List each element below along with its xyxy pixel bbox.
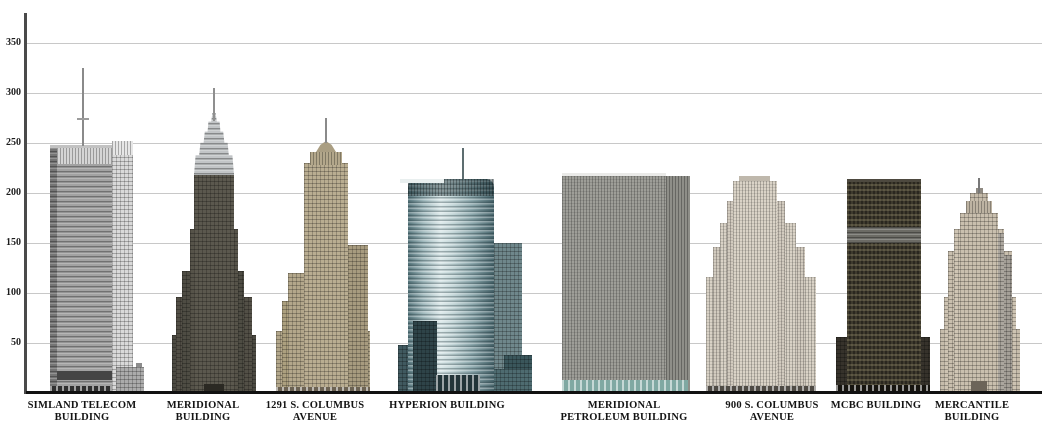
mercantile-building [970,193,988,201]
label-line: 900 S. COLUMBUS [725,400,819,411]
meridional-building-label: MERIDIONAL BUILDING [113,400,293,423]
simland-telecom-building [57,146,116,164]
meridional-petroleum-building [562,173,666,176]
y-tick-label: 100 [6,286,21,298]
meridional-petroleum-building-label: MERIDIONAL PETROLEUM BUILDING [534,400,714,423]
gridline-150 [27,243,1042,244]
label-line: 1291 S. COLUMBUS [265,400,365,411]
hyperion-building [436,375,480,393]
label-line: MERIDIONAL [587,400,661,411]
simland-telecom-building [50,145,116,148]
hyperion-building [462,148,464,179]
meridional-building [194,113,234,175]
1291-s-columbus-avenue [304,163,348,393]
mercantile-building-label: MERCANTILE BUILDING [882,400,1045,423]
simland-telecom-building-label: SIMLAND TELECOM BUILDING [0,400,172,423]
1291-s-columbus-avenue [310,152,342,165]
hyperion-building [413,321,437,393]
y-tick-label: 200 [6,186,21,198]
gridline-50 [27,343,1042,344]
mcbc-building [847,227,921,243]
gridline-300 [27,93,1042,94]
meridional-building [204,384,224,393]
mercantile-building [966,201,992,213]
simland-telecom-building [116,367,144,393]
hyperion-building [504,355,532,369]
900-s-columbus-avenue [733,181,777,393]
simland-telecom-building [57,146,116,393]
y-tick-label: 150 [6,236,21,248]
y-tick-label: 300 [6,86,21,98]
mercantile-building [971,381,987,393]
label-line: MERIDIONAL [166,400,240,411]
1291-s-columbus-avenue-label: 1291 S. COLUMBUS AVENUE [225,400,405,423]
simland-telecom-building [50,146,57,393]
hyperion-building [408,179,494,196]
meridional-building [213,88,215,121]
mcbc-building [847,179,921,393]
gridline-350 [27,43,1042,44]
hyperion-building [400,179,444,183]
meridional-petroleum-building [562,380,688,393]
label-line: AVENUE [292,411,338,423]
900-s-columbus-avenue-label: 900 S. COLUMBUS AVENUE [682,400,862,423]
label-line: AVENUE [749,411,795,423]
simland-telecom-building [82,68,84,146]
mercantile-building [978,178,980,193]
meridional-petroleum-building [666,176,690,393]
label-line: BUILDING [944,411,1000,423]
mcbc-building [836,385,930,393]
simland-telecom-building [50,386,116,393]
label-line: MCBC BUILDING [830,400,922,411]
ground-baseline [26,391,1042,394]
1291-s-columbus-avenue [276,387,370,393]
y-axis-line [24,13,27,394]
1291-s-columbus-avenue [325,118,327,143]
mcbc-building-label: MCBC BUILDING [786,400,966,412]
simland-telecom-building [57,371,116,380]
gridline-100 [27,293,1042,294]
900-s-columbus-avenue [706,386,816,393]
hyperion-building-label: HYPERION BUILDING [357,400,537,412]
hyperion-building [492,369,532,393]
y-tick-label: 50 [11,336,21,348]
y-tick-label: 250 [6,136,21,148]
simland-telecom-building [77,118,89,120]
simland-telecom-building [136,363,142,367]
gridline-200 [27,193,1042,194]
1291-s-columbus-avenue [344,245,368,393]
label-line: PETROLEUM BUILDING [560,411,688,423]
simland-telecom-building [112,141,133,393]
simland-telecom-building [112,141,133,155]
900-s-columbus-avenue [739,176,770,181]
meridional-petroleum-building [562,173,666,393]
1291-s-columbus-avenue [316,141,336,152]
meridional-building [194,173,234,393]
label-line: MERCANTILE [934,400,1010,411]
label-line: SIMLAND TELECOM [27,400,137,411]
y-tick-label: 350 [6,36,21,48]
label-line: HYPERION BUILDING [389,400,505,411]
mercantile-building [960,213,998,393]
mcbc-building [847,179,921,182]
gridline-250 [27,143,1042,144]
label-line: BUILDING [175,411,231,423]
label-line: BUILDING [54,411,110,423]
